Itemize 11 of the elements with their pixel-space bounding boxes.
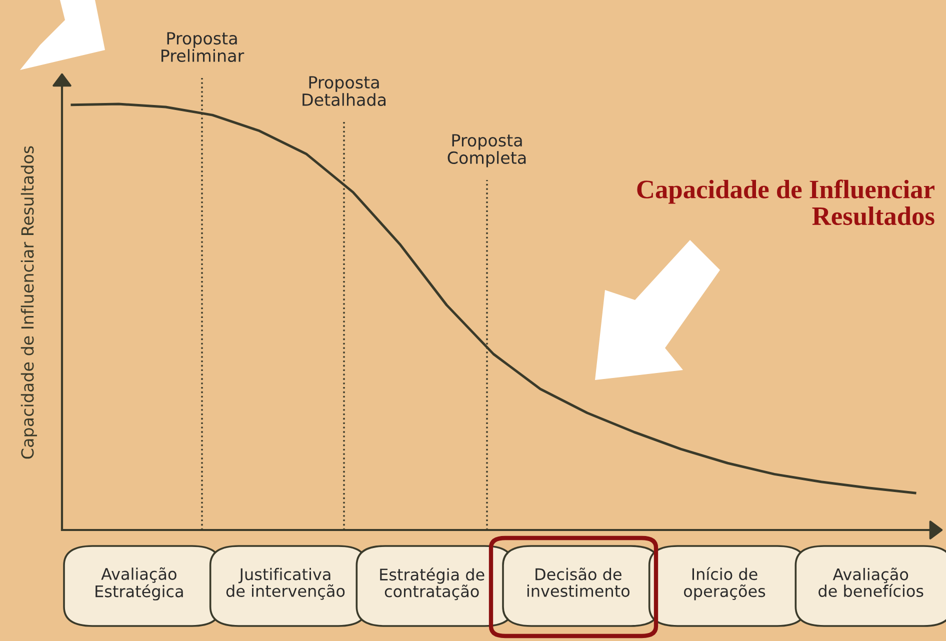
y-axis-title: Capacidade de Influenciar Resultados xyxy=(20,146,37,459)
text: Decisão de investimento xyxy=(527,568,630,597)
text: Estratégia de contratação xyxy=(380,568,484,600)
annotation: Capacidade de Influenciar Resultados xyxy=(637,180,934,226)
text: Avaliação Estratégica xyxy=(96,567,183,600)
text: Justificativa de intervenção xyxy=(226,568,345,600)
text: Início de operações xyxy=(684,567,766,600)
text: Avaliação de benefícios xyxy=(818,568,924,597)
annotation: Proposta Completa xyxy=(448,134,526,168)
text: Proposta Preliminar xyxy=(162,32,244,62)
annotation: Proposta Detalhada xyxy=(302,76,386,106)
